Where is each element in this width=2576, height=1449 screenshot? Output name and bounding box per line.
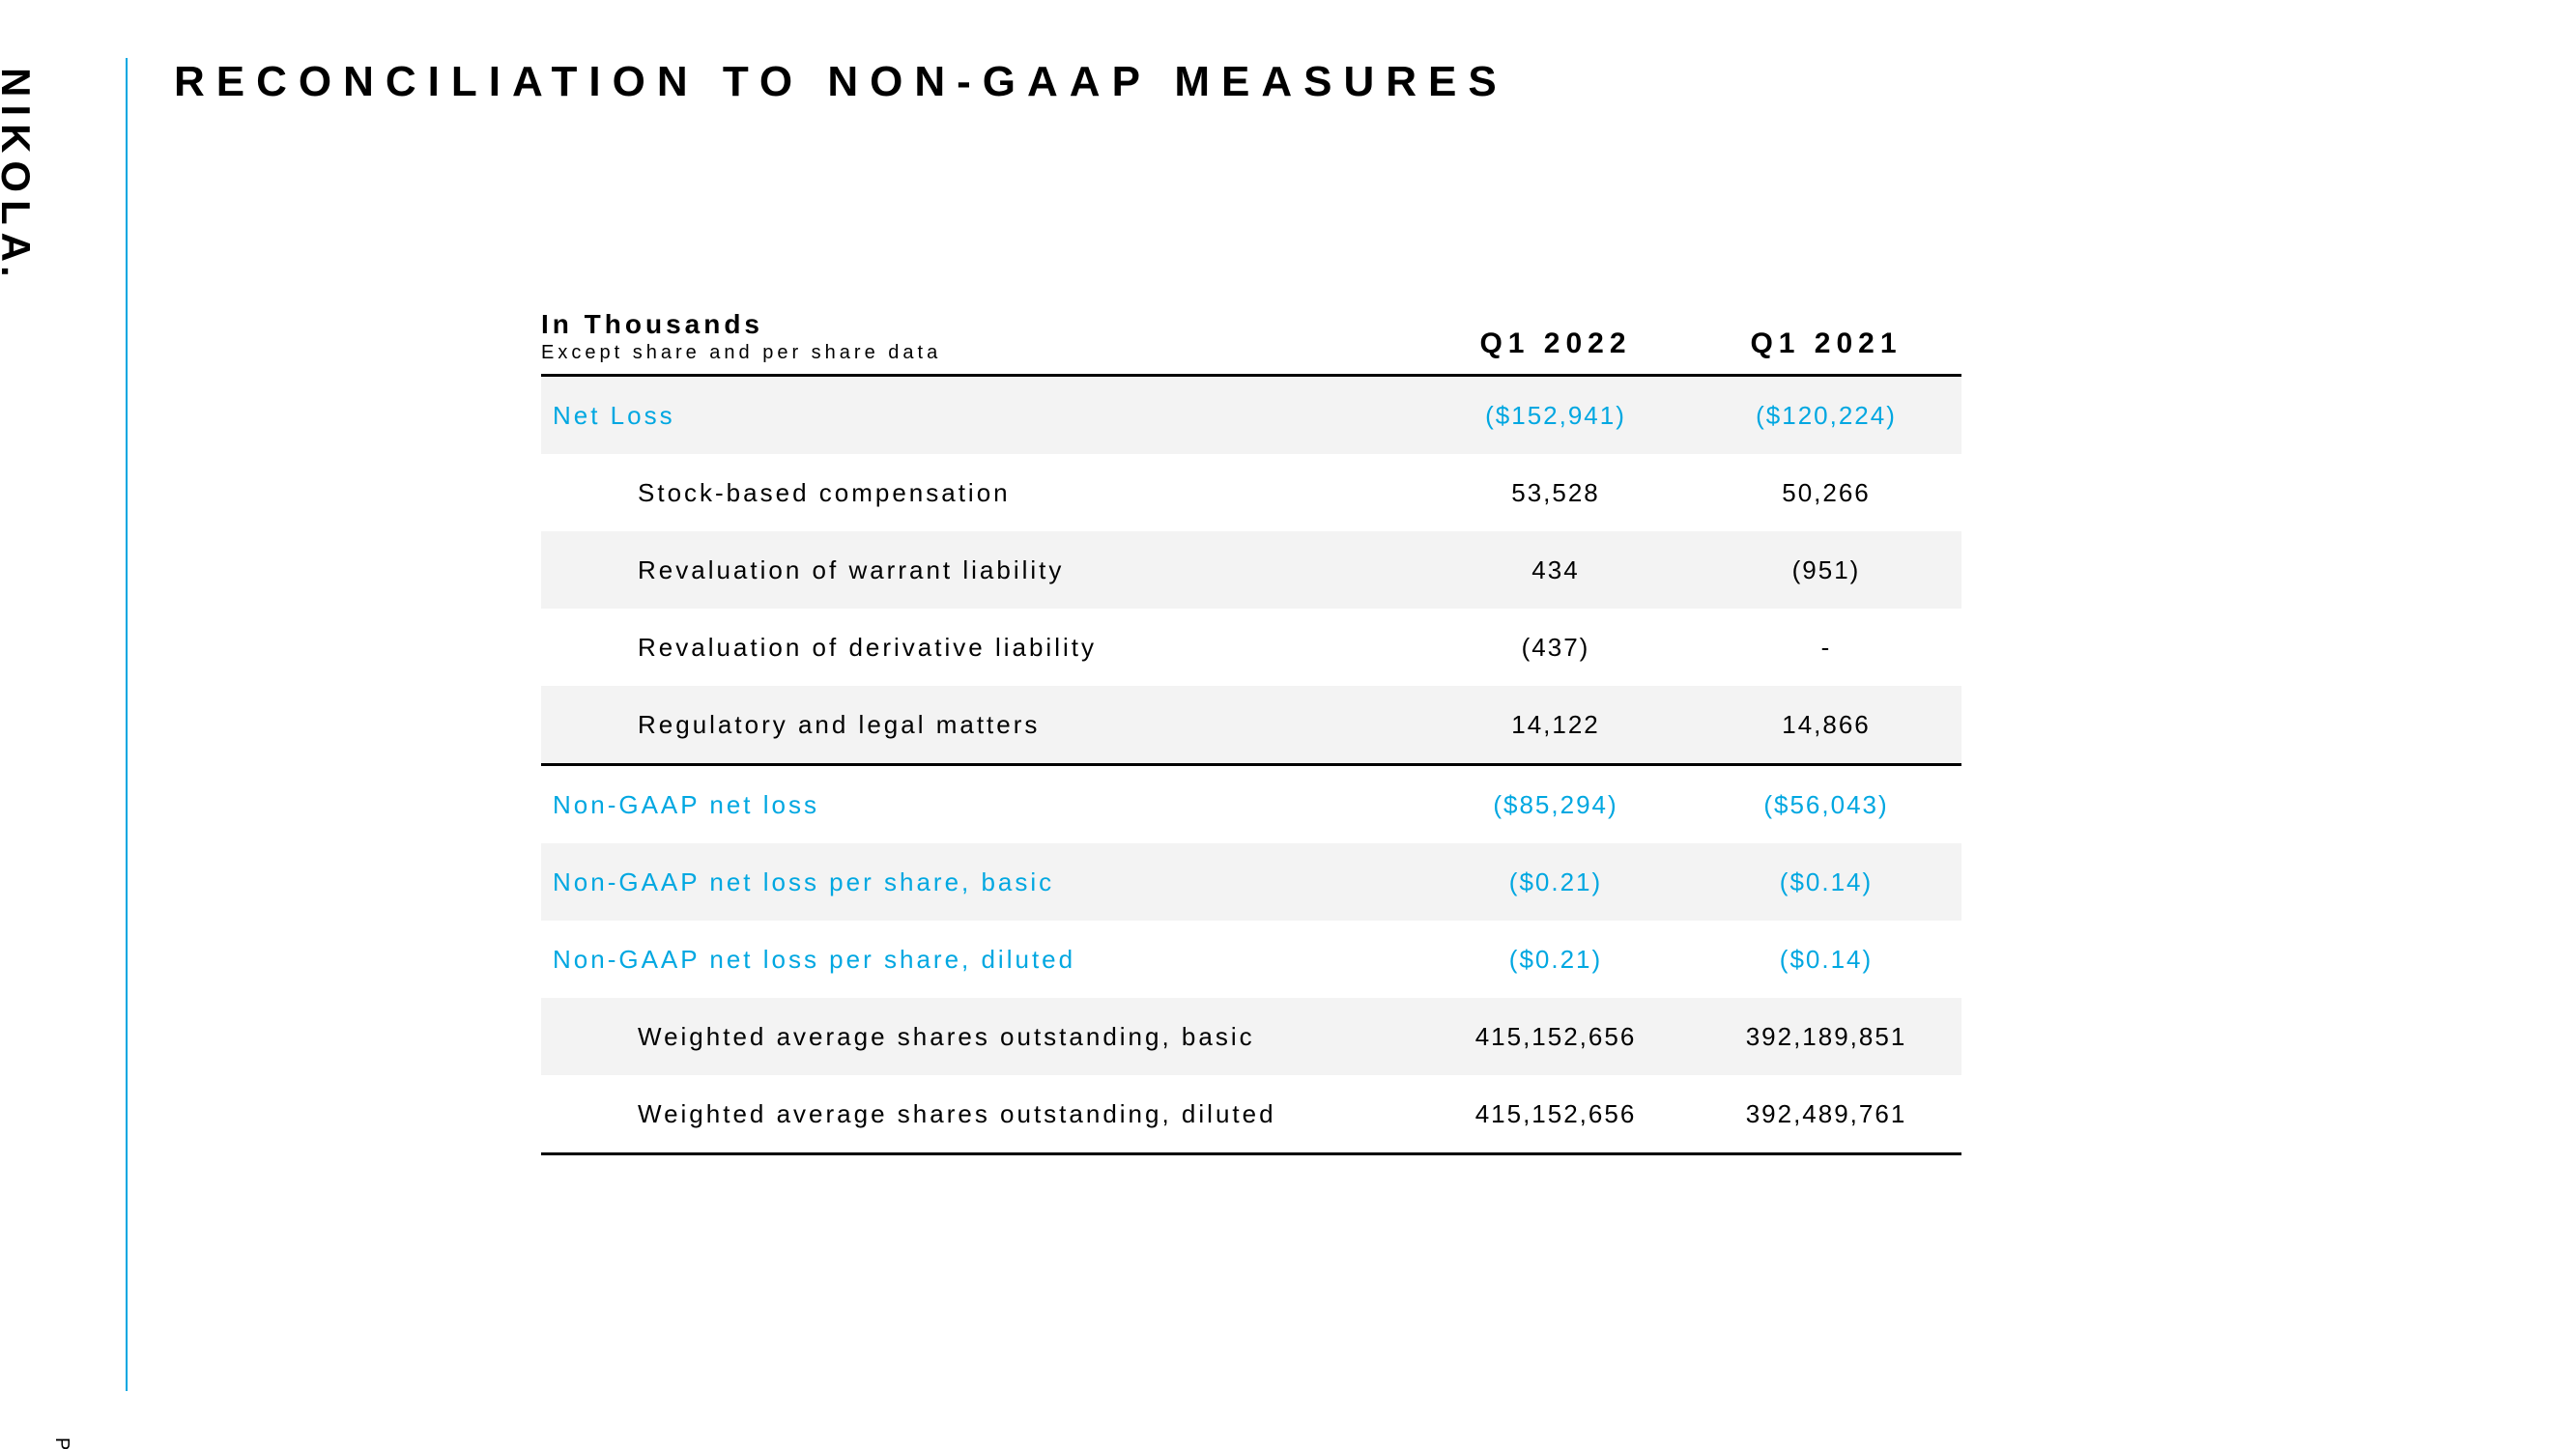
row-value-col1: 434	[1420, 555, 1691, 585]
row-value-col2: 392,189,851	[1691, 1022, 1961, 1052]
table-body: Net Loss($152,941)($120,224)Stock-based …	[541, 377, 1961, 1155]
row-label: Revaluation of warrant liability	[541, 555, 1420, 585]
row-value-col2: 50,266	[1691, 478, 1961, 508]
page-number: PAGE / 18	[50, 1437, 72, 1449]
reconciliation-table: In Thousands Except share and per share …	[541, 309, 1961, 1155]
table-row: Non-GAAP net loss($85,294)($56,043)	[541, 766, 1961, 843]
table-row: Non-GAAP net loss per share, diluted($0.…	[541, 921, 1961, 998]
row-value-col1: ($0.21)	[1420, 867, 1691, 897]
table-row: Weighted average shares outstanding, dil…	[541, 1075, 1961, 1152]
header-line1: In Thousands	[541, 309, 1420, 340]
row-label: Net Loss	[541, 401, 1420, 431]
vertical-rule	[126, 58, 128, 1391]
row-value-col1: 415,152,656	[1420, 1022, 1691, 1052]
row-value-col2: 14,866	[1691, 710, 1961, 740]
row-label: Regulatory and legal matters	[541, 710, 1420, 740]
row-value-col2: ($56,043)	[1691, 790, 1961, 820]
row-value-col2: ($0.14)	[1691, 945, 1961, 975]
column-header-q1-2022: Q1 2022	[1420, 327, 1691, 364]
brand-text: NIKOLA	[0, 68, 39, 270]
row-label: Non-GAAP net loss per share, diluted	[541, 945, 1420, 975]
table-header-row: In Thousands Except share and per share …	[541, 309, 1961, 377]
row-label: Stock-based compensation	[541, 478, 1420, 508]
table-row: Non-GAAP net loss per share, basic($0.21…	[541, 843, 1961, 921]
row-value-col2: ($0.14)	[1691, 867, 1961, 897]
table-row: Weighted average shares outstanding, bas…	[541, 998, 1961, 1075]
page-title: RECONCILIATION TO NON-GAAP MEASURES	[174, 58, 1508, 106]
row-label: Non-GAAP net loss	[541, 790, 1420, 820]
table-row: Net Loss($152,941)($120,224)	[541, 377, 1961, 454]
row-label: Weighted average shares outstanding, bas…	[541, 1022, 1420, 1052]
table-row: Regulatory and legal matters14,12214,866	[541, 686, 1961, 763]
row-value-col1: 53,528	[1420, 478, 1691, 508]
header-line2: Except share and per share data	[541, 342, 1420, 364]
row-value-col1: 14,122	[1420, 710, 1691, 740]
row-value-col1: (437)	[1420, 633, 1691, 663]
row-label: Revaluation of derivative liability	[541, 633, 1420, 663]
table-row: Revaluation of warrant liability434(951)	[541, 531, 1961, 609]
row-label: Non-GAAP net loss per share, basic	[541, 867, 1420, 897]
table-row: Stock-based compensation53,52850,266	[541, 454, 1961, 531]
row-value-col1: ($152,941)	[1420, 401, 1691, 431]
row-value-col2: (951)	[1691, 555, 1961, 585]
brand-logo: NIKOLA.	[0, 68, 39, 277]
row-value-col2: 392,489,761	[1691, 1099, 1961, 1129]
table-bottom-divider	[541, 1152, 1961, 1155]
row-value-col1: ($0.21)	[1420, 945, 1691, 975]
row-value-col2: -	[1691, 633, 1961, 663]
row-value-col1: ($85,294)	[1420, 790, 1691, 820]
row-value-col1: 415,152,656	[1420, 1099, 1691, 1129]
row-value-col2: ($120,224)	[1691, 401, 1961, 431]
brand-dot: .	[0, 266, 39, 277]
table-header-label: In Thousands Except share and per share …	[541, 309, 1420, 364]
row-label: Weighted average shares outstanding, dil…	[541, 1099, 1420, 1129]
table-row: Revaluation of derivative liability(437)…	[541, 609, 1961, 686]
column-header-q1-2021: Q1 2021	[1691, 327, 1961, 364]
